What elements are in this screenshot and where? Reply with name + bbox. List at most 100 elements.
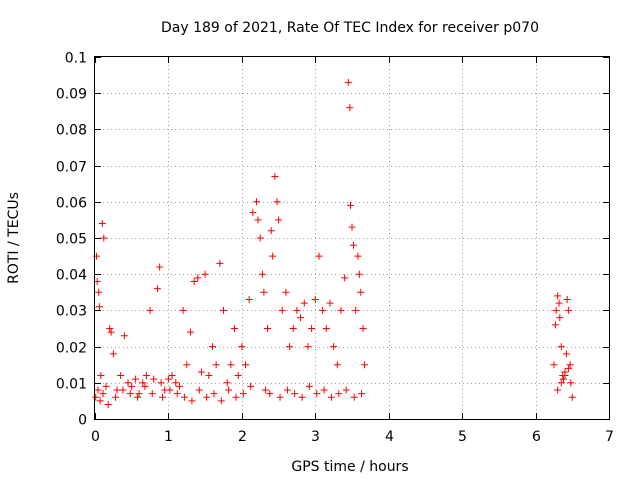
data-point — [153, 285, 161, 293]
x-tick-label: 7 — [605, 429, 614, 445]
data-point — [146, 306, 154, 314]
data-point — [557, 343, 565, 351]
data-point — [565, 306, 573, 314]
data-point — [166, 386, 174, 394]
data-point — [267, 227, 275, 235]
data-point — [205, 372, 213, 380]
data-point — [135, 390, 143, 398]
data-point — [347, 201, 355, 209]
data-point — [355, 270, 363, 278]
data-point — [258, 270, 266, 278]
data-point — [197, 368, 205, 376]
data-point — [92, 393, 100, 401]
data-point — [157, 379, 165, 387]
data-point — [212, 361, 220, 369]
data-point — [357, 288, 365, 296]
y-axis-label: ROTI / TECUs — [6, 192, 22, 284]
data-point — [358, 390, 366, 398]
data-point — [283, 386, 291, 394]
data-point — [203, 393, 211, 401]
y-tick-label: 0 — [78, 413, 87, 429]
data-point — [551, 321, 559, 329]
data-point — [273, 198, 281, 206]
y-tick-labels: 0 0.01 0.02 0.03 0.04 0.05 0.06 0.07 0.08 0.09 0.1 — [56, 51, 87, 429]
x-tick-label: 5 — [458, 429, 467, 445]
data-point — [349, 241, 357, 249]
data-point — [311, 296, 319, 304]
data-point — [179, 306, 187, 314]
data-point — [298, 393, 306, 401]
data-point — [120, 332, 128, 340]
data-point — [556, 314, 564, 322]
data-point — [98, 220, 106, 228]
data-point — [360, 361, 368, 369]
x-tick-label: 6 — [532, 429, 541, 445]
data-point — [159, 393, 167, 401]
data-point — [330, 343, 338, 351]
data-point — [128, 382, 136, 390]
data-point — [172, 379, 180, 387]
data-point — [561, 372, 569, 380]
y-tick-label: 0.04 — [56, 268, 87, 284]
data-point — [239, 390, 247, 398]
data-point — [186, 328, 194, 336]
y-tick-label: 0.03 — [56, 304, 87, 320]
plot-frame — [94, 56, 610, 420]
data-point — [282, 288, 290, 296]
data-point — [352, 306, 360, 314]
data-point — [256, 234, 264, 242]
data-point — [150, 375, 158, 383]
data-point — [210, 390, 218, 398]
data-point — [195, 386, 203, 394]
data-point — [112, 393, 120, 401]
data-point — [557, 379, 565, 387]
data-point — [335, 390, 343, 398]
data-point — [175, 382, 183, 390]
data-point — [271, 172, 279, 180]
data-point — [344, 78, 352, 86]
data-point — [308, 325, 316, 332]
data-point — [107, 328, 115, 336]
data-point — [131, 375, 139, 383]
data-point — [194, 274, 202, 282]
data-point — [113, 386, 121, 394]
data-point — [567, 379, 575, 387]
data-point — [134, 393, 142, 401]
data-point — [183, 361, 191, 369]
data-point — [254, 216, 262, 224]
x-tick-label: 3 — [311, 429, 320, 445]
data-point — [231, 325, 239, 332]
x-tick-label: 4 — [385, 429, 394, 445]
data-point — [181, 393, 189, 401]
data-point — [333, 361, 341, 369]
data-point — [322, 325, 330, 332]
data-point — [95, 288, 103, 296]
data-point — [156, 263, 164, 271]
data-point — [305, 382, 313, 390]
data-point — [100, 234, 108, 242]
data-point — [141, 382, 149, 390]
data-point — [139, 379, 147, 387]
data-point — [552, 306, 560, 314]
data-point — [168, 372, 176, 380]
data-point — [269, 252, 277, 260]
y-tick-label: 0.05 — [56, 232, 87, 248]
x-axis-label: GPS time / hours — [291, 459, 408, 475]
data-point — [286, 343, 294, 351]
data-point — [568, 393, 576, 401]
data-point — [315, 252, 323, 260]
data-point — [106, 325, 114, 332]
data-point — [348, 223, 356, 231]
data-point — [97, 372, 105, 380]
data-point — [276, 393, 284, 401]
data-point — [253, 198, 261, 206]
data-point — [260, 288, 268, 296]
data-point — [232, 393, 240, 401]
data-point — [99, 390, 107, 398]
data-point — [95, 303, 103, 311]
x-tick-labels: 0 1 2 3 4 5 6 7 — [91, 429, 614, 445]
data-point — [354, 252, 362, 260]
y-tick-label: 0.02 — [56, 341, 87, 357]
data-point — [190, 277, 198, 285]
